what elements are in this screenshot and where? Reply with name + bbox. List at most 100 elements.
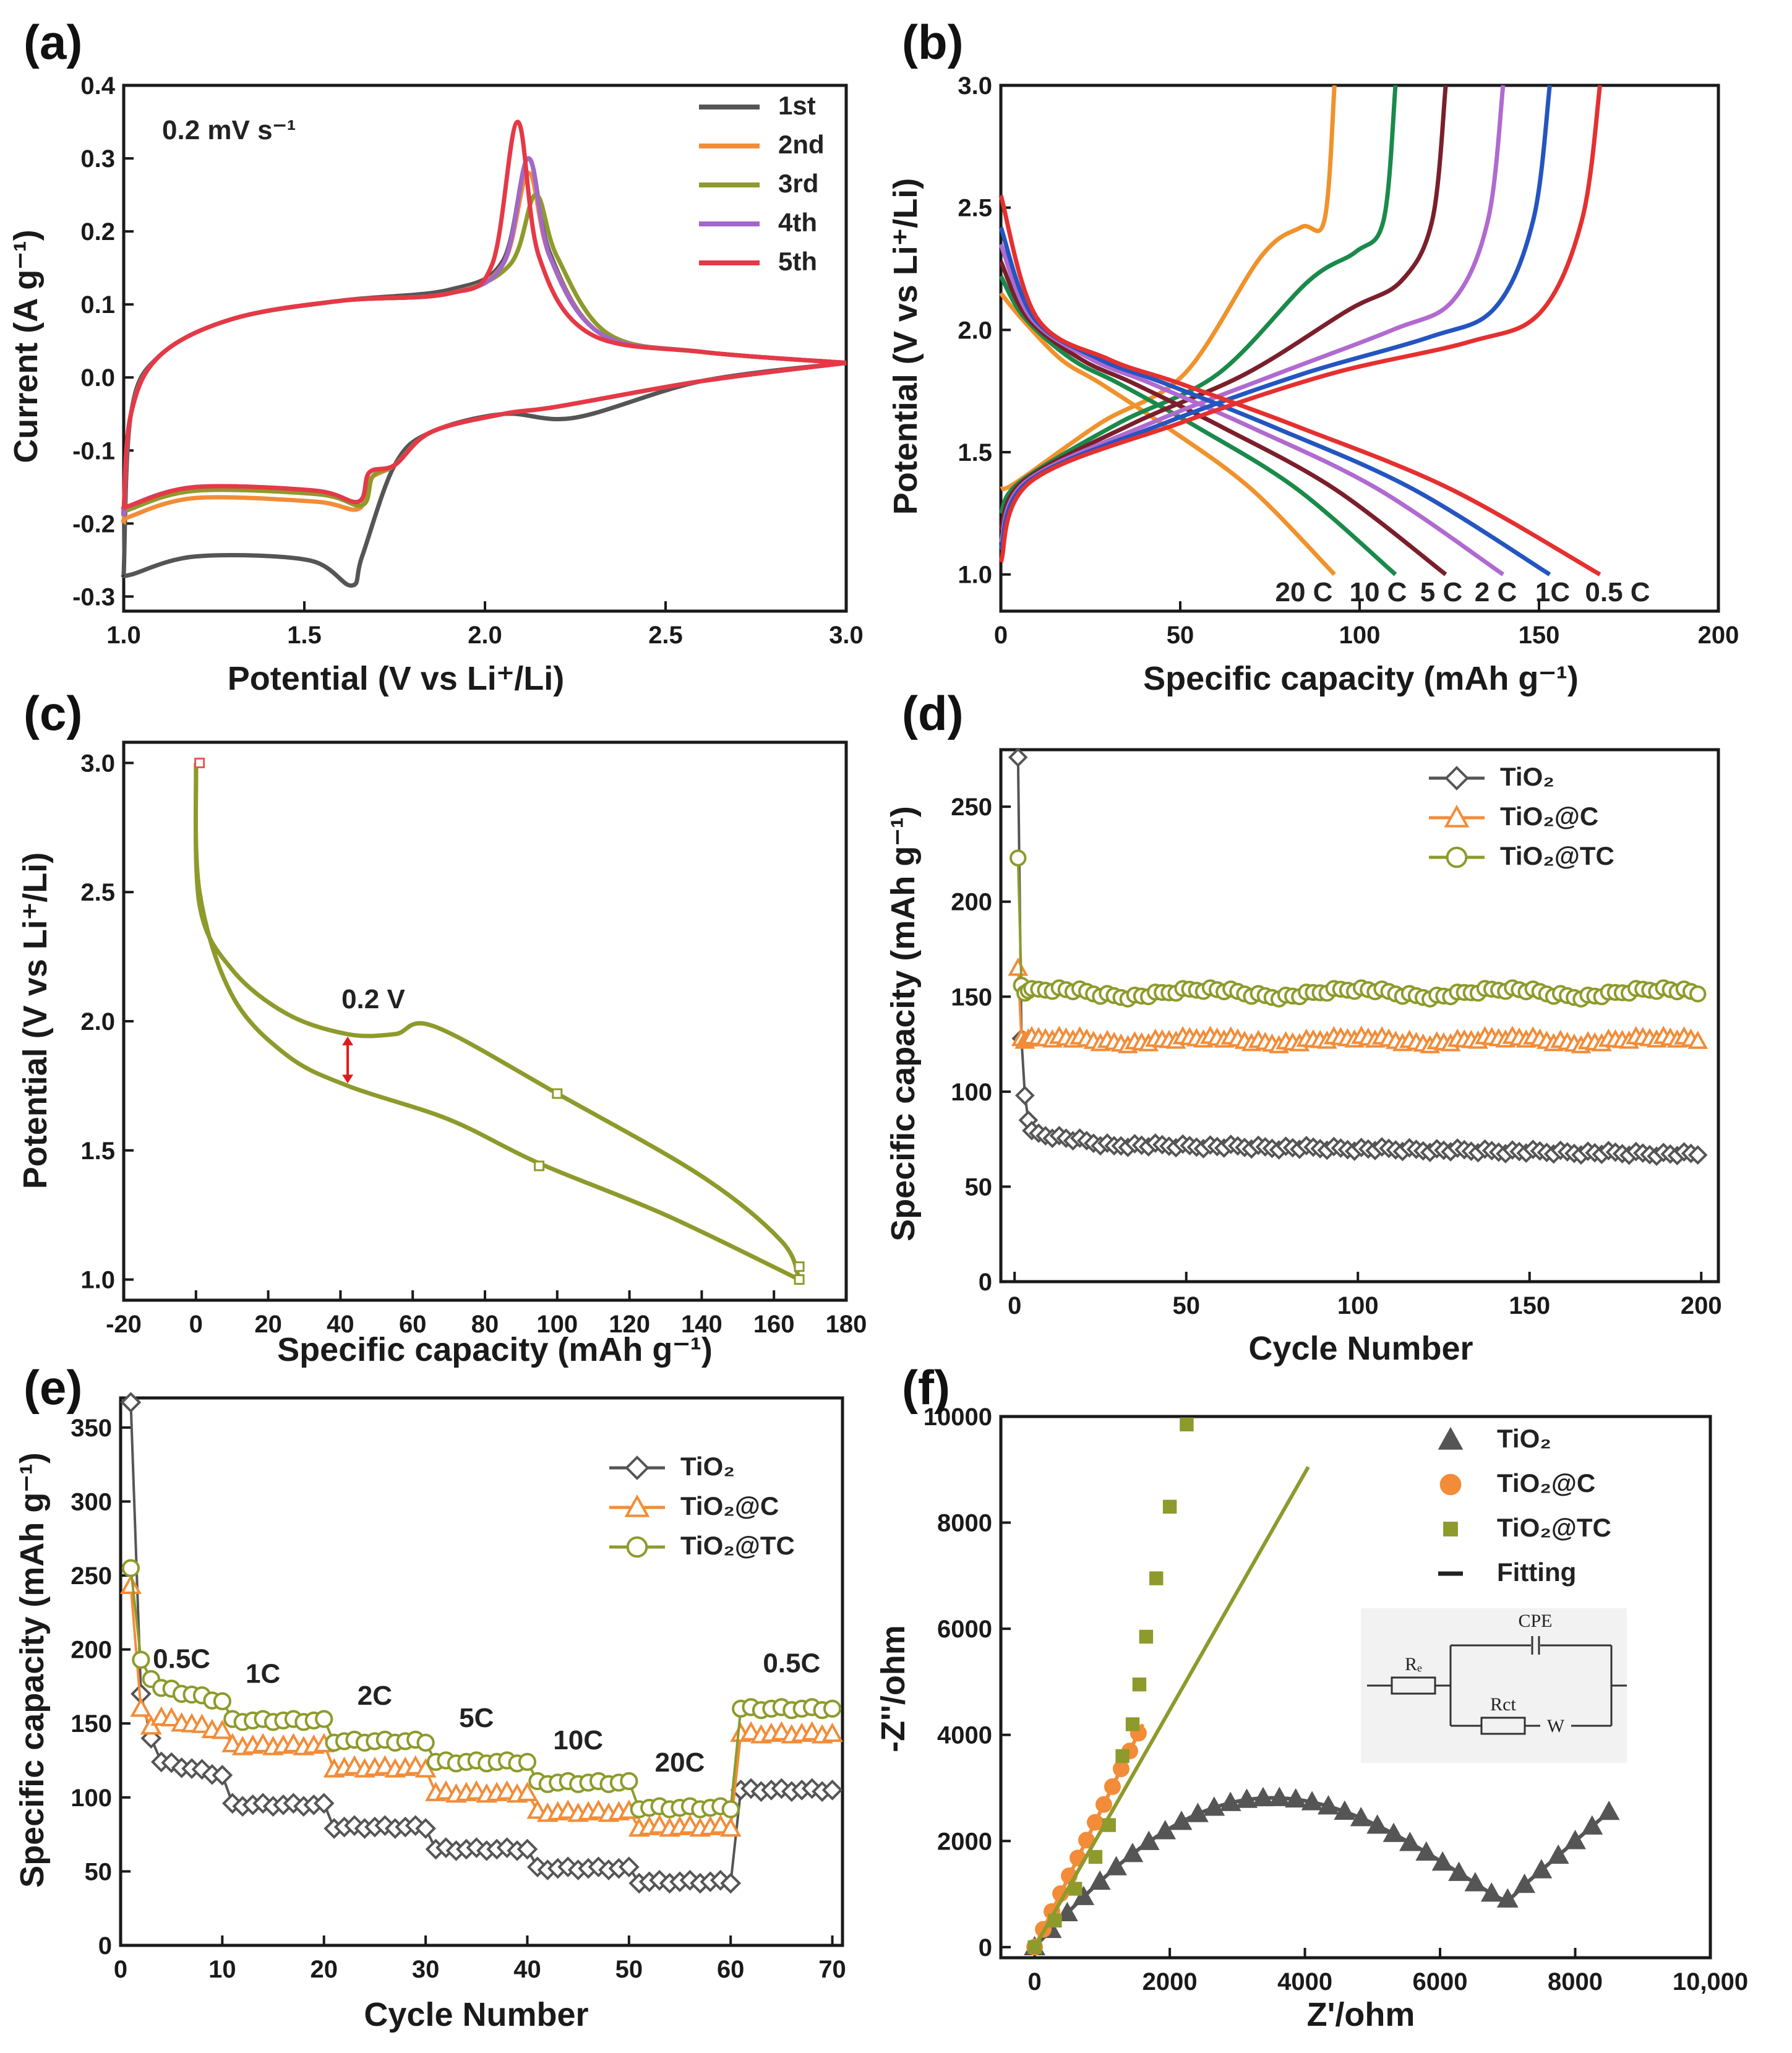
data-point <box>120 1392 142 1413</box>
x-tick-label: 8000 <box>1548 1968 1603 1995</box>
data-point <box>1581 1815 1603 1835</box>
legend-label: TiO₂ <box>1500 762 1554 791</box>
y-tick-label: 1.0 <box>958 562 992 589</box>
data-point <box>1689 985 1707 1003</box>
panel-label: (f) <box>902 1360 950 1415</box>
y-tick-label: 200 <box>71 1637 112 1664</box>
x-tick-label: 200 <box>1681 1292 1722 1319</box>
x-tick-label: 100 <box>1337 1292 1379 1319</box>
x-tick-label: 100 <box>1339 622 1381 649</box>
legend-label: TiO₂@C <box>680 1491 779 1520</box>
data-point <box>1149 1571 1164 1585</box>
y-tick-label: 0.2 <box>80 218 115 246</box>
y-tick-label: 3.0 <box>958 72 992 100</box>
fit-line-TiO2@TC <box>1033 1466 1310 1948</box>
rate-label-2 C: 2 C <box>1475 577 1517 607</box>
y-tick-label: 200 <box>951 889 992 916</box>
data-point <box>120 1574 142 1594</box>
panel-e: 0 10 20 30 40 50 60 70 0 50 100 150 200 250 300 350 Cycl… <box>14 1360 846 2033</box>
data-point <box>1115 1749 1130 1764</box>
x-tick-label: 60 <box>399 1311 427 1338</box>
circuit-wires <box>1367 1644 1627 1727</box>
x-axis-title: Cycle Number <box>1248 1330 1473 1367</box>
y-tick-label: -0.2 <box>72 510 115 538</box>
data-point <box>624 1494 650 1517</box>
y-tick-label: 100 <box>71 1785 112 1812</box>
y-tick-label: 50 <box>85 1858 113 1885</box>
x-tick-label: 200 <box>1698 622 1739 649</box>
data-point <box>1285 1788 1307 1808</box>
data-point <box>517 1838 538 1860</box>
y-tick-label: 0.0 <box>80 364 115 392</box>
panel-label: (c) <box>24 686 82 740</box>
y-tick-label: 0 <box>98 1932 112 1960</box>
data-point <box>1383 1822 1405 1842</box>
data-point <box>1444 804 1470 828</box>
data-marker <box>794 1261 805 1272</box>
data-point <box>1431 1851 1454 1871</box>
charge-curve <box>193 763 802 1281</box>
data-point <box>415 1818 436 1839</box>
data-point <box>1547 1844 1569 1864</box>
y-tick-label: 0.1 <box>80 291 115 319</box>
data-point <box>1598 1800 1620 1820</box>
rate-label-0.5 C: 0.5 C <box>1585 577 1650 607</box>
y-tick-label: 250 <box>71 1562 112 1590</box>
data-point <box>1687 1145 1708 1165</box>
rate-label: 2C <box>358 1681 392 1711</box>
data-point <box>121 1559 140 1577</box>
panel-b: 0 50 100 150 200 1.0 1.5 2.0 2.5 3.0 Specific capa… <box>887 15 1739 697</box>
panel-f: 0 2000 4000 6000 8000 10,000 0 2000 4000 6000 8000… <box>875 1360 1748 2033</box>
data-point <box>416 1733 435 1752</box>
data-point <box>1125 1717 1140 1731</box>
y-tick-label: 2.0 <box>958 317 992 344</box>
y-tick-label: -0.3 <box>72 583 115 611</box>
cpe-element <box>1531 1636 1540 1655</box>
legend-label: TiO₂@TC <box>1500 841 1614 870</box>
data-point <box>821 1722 843 1742</box>
data-point <box>1514 1873 1535 1893</box>
plot-frame <box>122 740 848 1302</box>
y-axis-title: Potential (V vs Li⁺/Li) <box>17 852 54 1189</box>
data-point <box>1564 1830 1586 1849</box>
data-point <box>1438 1426 1464 1450</box>
data-marker <box>194 757 205 768</box>
data-point <box>620 1772 638 1791</box>
y-tick-label: 8000 <box>937 1510 992 1537</box>
cycle-line-TiO₂ <box>1016 757 1702 1159</box>
legend-label: TiO₂ <box>680 1452 735 1481</box>
legend-label: Fitting <box>1497 1558 1576 1587</box>
x-tick-label: 1.5 <box>287 622 322 649</box>
legend-label: 4th <box>778 208 817 237</box>
legend-label: 1st <box>778 91 816 120</box>
y-tick-label: 1.5 <box>958 439 992 466</box>
data-point <box>625 1455 649 1480</box>
x-tick-label: 2000 <box>1143 1968 1198 1995</box>
y-tick-label: 0.3 <box>80 145 115 173</box>
data-point <box>1444 766 1469 791</box>
x-tick-label: 140 <box>681 1311 722 1338</box>
cv-curve-1st <box>121 156 847 575</box>
data-point <box>721 1800 740 1819</box>
x-tick-label: 0 <box>189 1311 203 1338</box>
plot-frame <box>999 748 1720 1284</box>
cpe-label: CPE <box>1518 1611 1552 1631</box>
x-tick-label: 100 <box>536 1311 578 1338</box>
data-point <box>1121 1843 1144 1862</box>
x-axis-title: Potential (V vs Li⁺/Li) <box>228 660 565 697</box>
data-point <box>1170 1811 1193 1830</box>
data-point <box>821 1780 843 1801</box>
data-point <box>1203 1796 1225 1816</box>
data-point <box>823 1699 842 1718</box>
data-marker <box>794 1274 805 1285</box>
x-tick-label: 180 <box>826 1311 867 1338</box>
y-tick-label: 3.0 <box>80 750 115 777</box>
y-tick-label: 1.5 <box>80 1138 115 1165</box>
polarization-label: 0.2 V <box>341 984 405 1014</box>
data-point <box>1132 1678 1147 1692</box>
data-point <box>1687 1031 1708 1049</box>
charge-curve-0.5 C <box>998 85 1603 564</box>
legend-label: TiO₂@TC <box>1497 1513 1611 1542</box>
data-point <box>1139 1629 1154 1644</box>
